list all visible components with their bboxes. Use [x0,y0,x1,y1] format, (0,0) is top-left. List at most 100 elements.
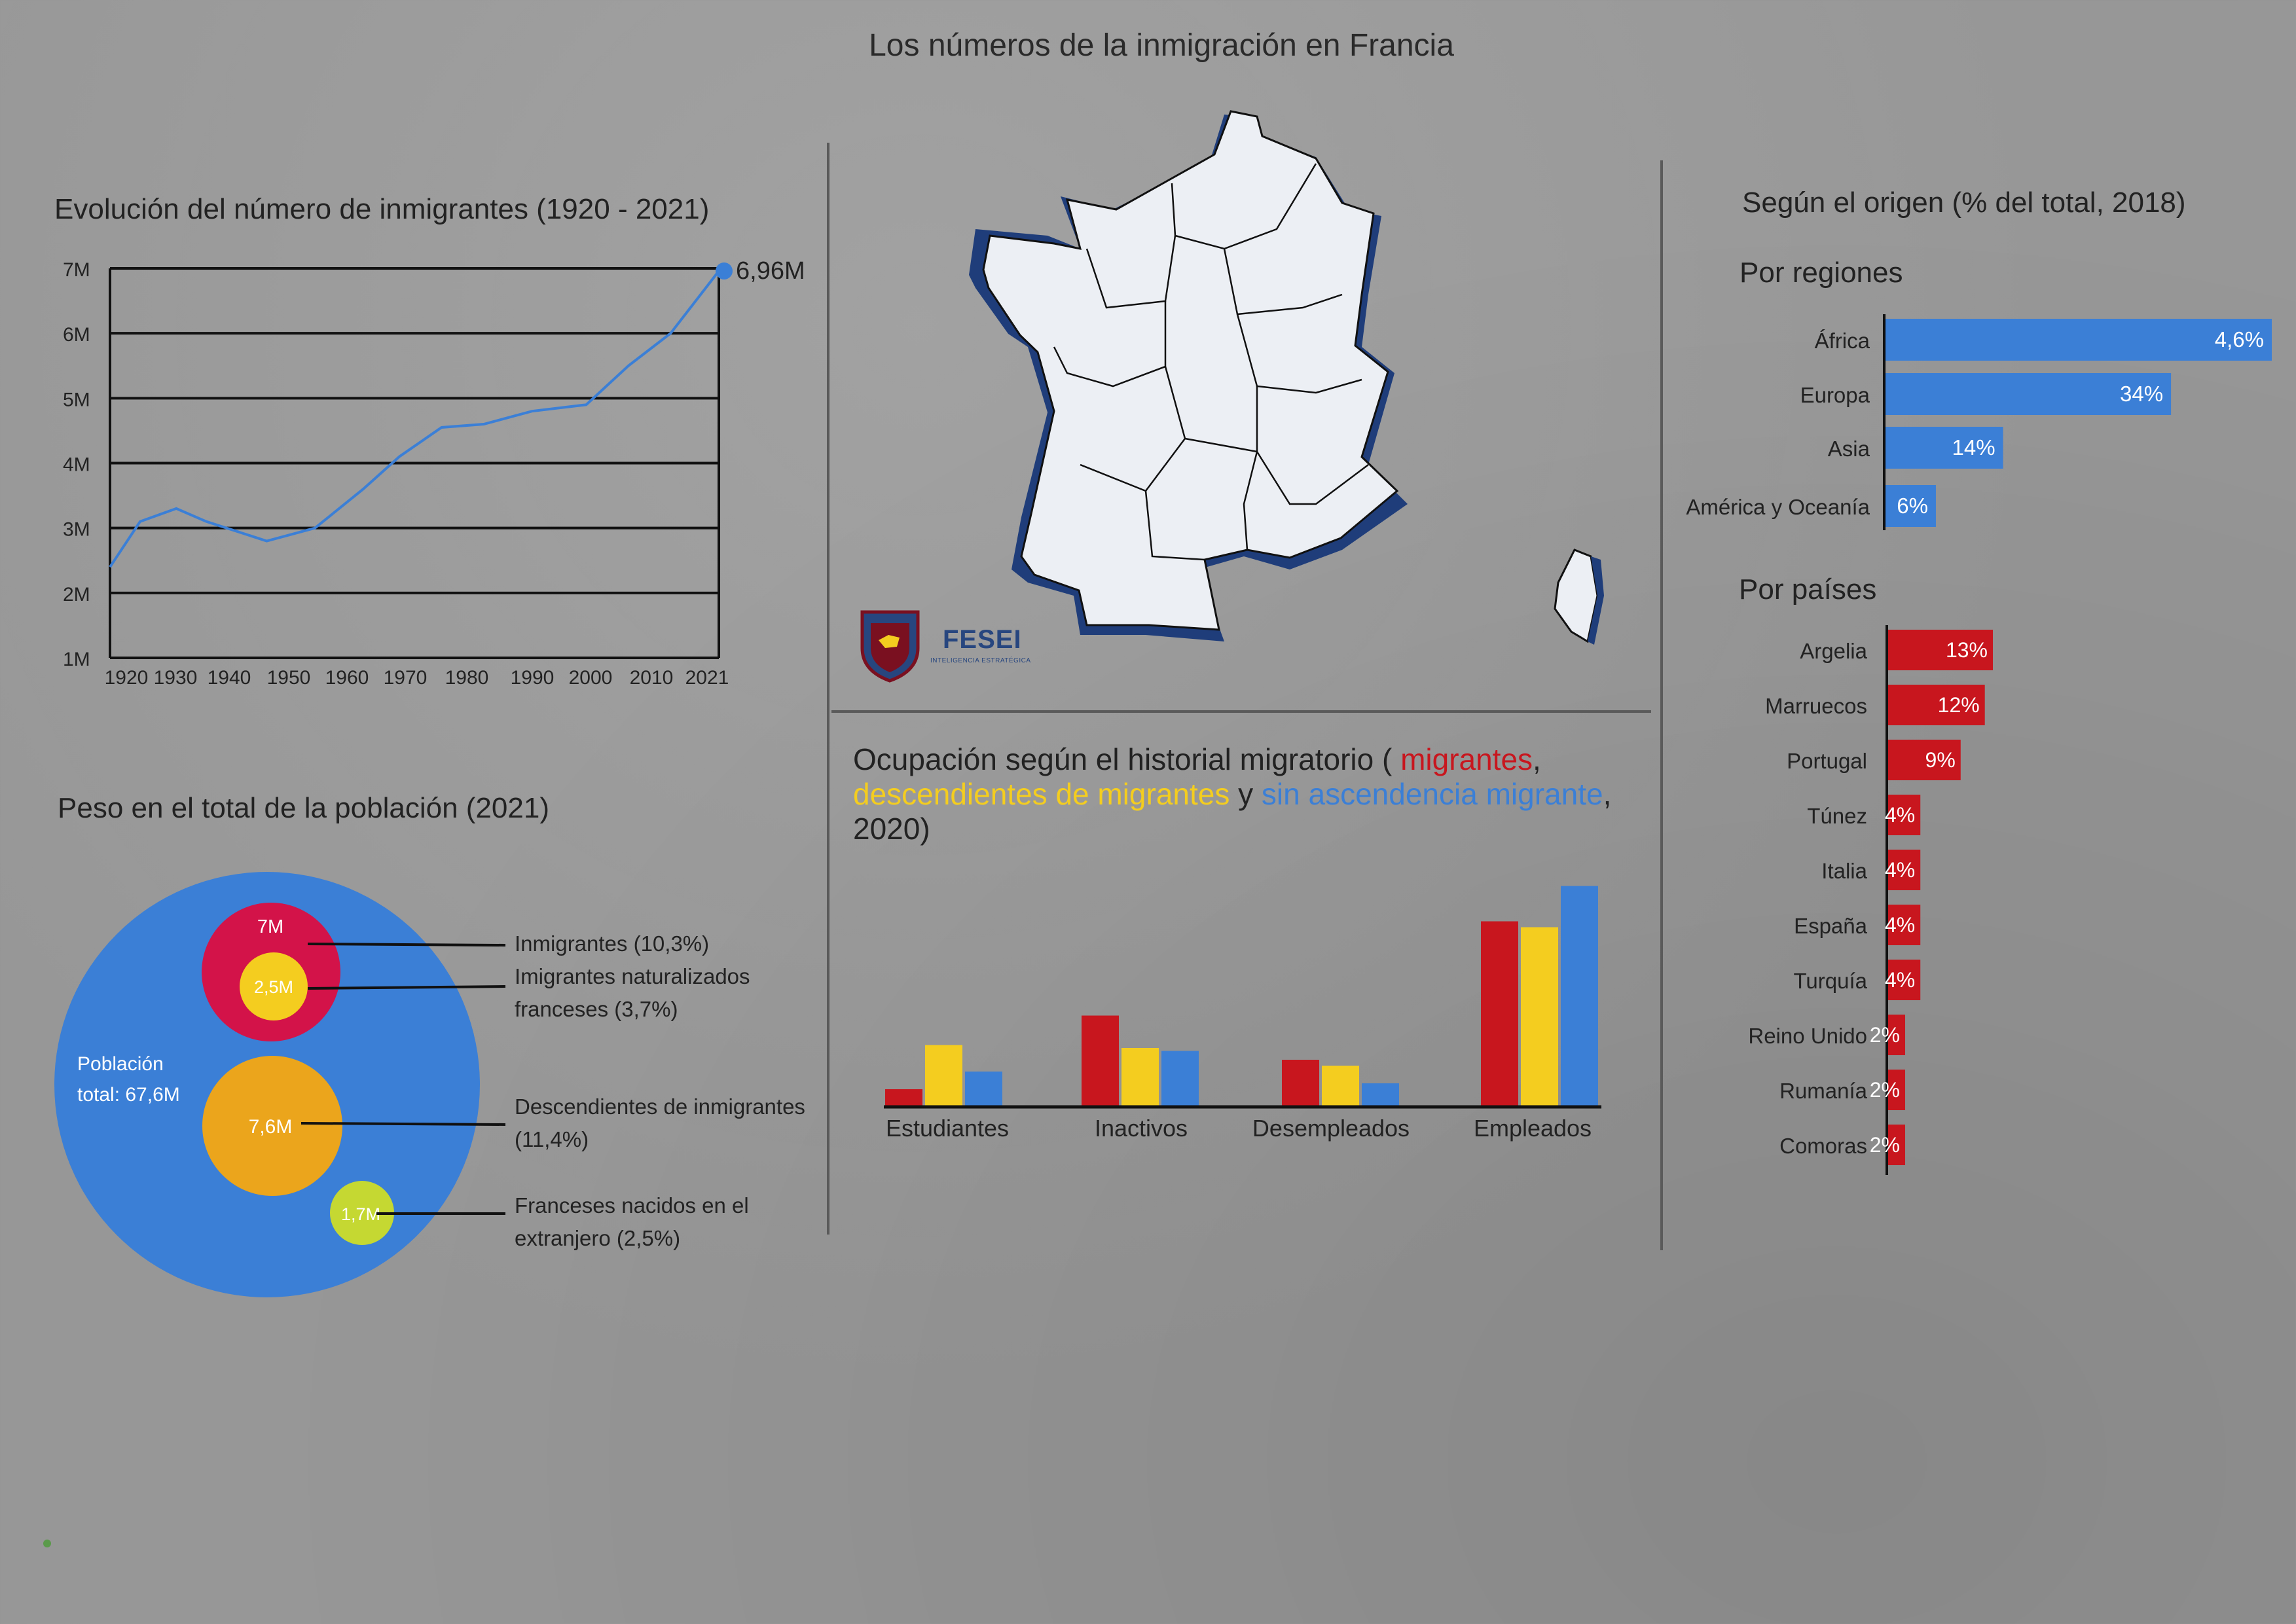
y-tick-label: 1M [63,649,90,670]
region-borders [1053,163,1369,561]
x-tick-label: 1990 [511,667,555,689]
country-bar [1888,850,1921,890]
line-chart-title: Evolución del número de inmigrantes (192… [54,193,710,225]
divider-right [1660,160,1663,1250]
descendants-circle [202,1056,342,1196]
bar-estudiantes-sin-ascendencia [965,1072,1002,1107]
x-tick-label: 1940 [208,667,251,689]
region-bar [1886,427,2003,469]
region-label: Asia [1828,437,1870,461]
bar-empleados-descendientes [1521,927,1558,1107]
line-chart: 1M 2M 3M 4M 5M 6M 7M 1920 1930 1940 1950 1960 1970 1… [63,257,805,689]
population-label-2: total: 67,6M [77,1084,180,1106]
legend-descendants: Descendientes de inmigrantes (11,4%) [515,1094,805,1151]
bar-empleados-migrantes [1481,921,1518,1107]
country-label: Portugal [1787,749,1867,773]
fesei-logo-subtitle: INTELIGENCIA ESTRATÉGICA [930,657,1031,664]
line-series [109,270,720,568]
region-label: América y Oceanía [1686,495,1870,519]
bar-desempleados-migrantes [1282,1060,1319,1107]
x-tick-label: 2000 [569,667,613,689]
country-label: Italia [1821,859,1867,883]
country-bar [1888,905,1921,945]
x-tick-label: 2021 [685,667,729,689]
france-mainland [982,110,1399,631]
x-tick-label: 1950 [267,667,311,689]
region-bar [1886,485,1936,527]
category-label: Inactivos [1095,1115,1188,1142]
france-map [969,110,1604,645]
regions-title: Por regiones [1740,257,1903,289]
leader-line-naturalized [307,985,506,990]
occupation-chart: Estudiantes Inactivos Desempleados Empleado… [884,886,1601,1142]
country-value-label: 2% [1870,1078,1900,1102]
naturalized-circle [240,952,308,1020]
french-abroad-circle [330,1181,394,1245]
x-tick-label: 1960 [325,667,369,689]
y-tick-label: 2M [63,584,90,605]
origin-title: Según el origen (% del total, 2018) [1742,187,2186,219]
category-label: Empleados [1474,1115,1592,1142]
y-tick-label: 3M [63,519,90,541]
region-value-label: 34% [2120,382,2163,406]
country-value-label: 12% [1938,693,1980,717]
country-label: Rumanía [1779,1079,1868,1103]
legend-naturalized: Imigrantes naturalizados franceses (3,7%… [515,964,750,1021]
legend-french-abroad: Franceses nacidos en el extranjero (2,5%… [515,1193,749,1250]
y-tick-label: 6M [63,324,90,346]
country-label: Reino Unido [1748,1024,1867,1048]
country-value-label: 13% [1946,638,1988,662]
country-value-label: 4% [1885,968,1915,992]
country-value-label: 4% [1885,913,1915,937]
corsica-coast [1588,556,1604,645]
country-value-label: 2% [1870,1023,1900,1047]
country-label: Turquía [1793,969,1867,993]
french-abroad-value: 1,7M [341,1204,380,1224]
leader-line-immigrants [307,943,506,947]
origin-charts: África 4,6% Europa 34% Asia 14% América y Ocea… [1686,314,2272,1175]
bar-empleados-sin-ascendencia [1561,886,1598,1107]
country-label: Comoras [1779,1134,1867,1158]
region-value-label: 6% [1897,494,1928,518]
bar-inactivos-sin-ascendencia [1161,1051,1199,1107]
countries-title: Por países [1739,573,1877,605]
bar-inactivos-migrantes [1082,1015,1119,1107]
category-label: Desempleados [1252,1115,1410,1142]
country-label: España [1794,914,1868,938]
bar-estudiantes-migrantes [885,1089,922,1107]
y-tick-label: 4M [63,454,90,476]
country-bar [1888,630,1993,670]
country-label: Argelia [1800,639,1867,663]
country-bar [1888,795,1921,835]
divider-middle [831,710,1651,713]
x-tick-label: 1970 [384,667,428,689]
region-label: Europa [1800,383,1870,407]
bar-estudiantes-descendientes [925,1045,962,1107]
bar-desempleados-descendientes [1322,1066,1359,1107]
bubble-chart: Población total: 67,6M 7M 2,5M 7,6M 1,7M [54,872,506,1297]
y-tick-label: 5M [63,389,90,410]
fesei-logo-text: FESEI [943,625,1022,654]
country-bar [1888,685,1985,725]
country-value-label: 4% [1885,858,1915,882]
page-title: Los números de la inmigración en Francia [869,28,1454,63]
region-value-label: 4,6% [2215,327,2264,352]
legend-immigrants: Inmigrantes (10,3%) [515,931,710,956]
naturalized-value: 2,5M [254,977,293,997]
occupation-title: Ocupación según el historial migratorio … [853,742,1612,846]
region-label: África [1815,329,1870,353]
country-label: Marruecos [1765,694,1867,718]
country-bar [1888,1070,1905,1110]
leader-line-descendants [301,1122,506,1126]
bar-desempleados-sin-ascendencia [1362,1083,1399,1107]
fesei-shield-logo [860,610,920,683]
country-value-label: 4% [1885,803,1915,827]
divider-left [827,143,829,1235]
x-tick-label: 1930 [154,667,198,689]
x-tick-label: 1980 [445,667,489,689]
country-bar [1888,1015,1905,1055]
bar-inactivos-descendientes [1121,1048,1159,1107]
y-tick-label: 7M [63,259,90,281]
population-label-1: Población [77,1053,164,1075]
descendants-value: 7,6M [249,1116,293,1138]
